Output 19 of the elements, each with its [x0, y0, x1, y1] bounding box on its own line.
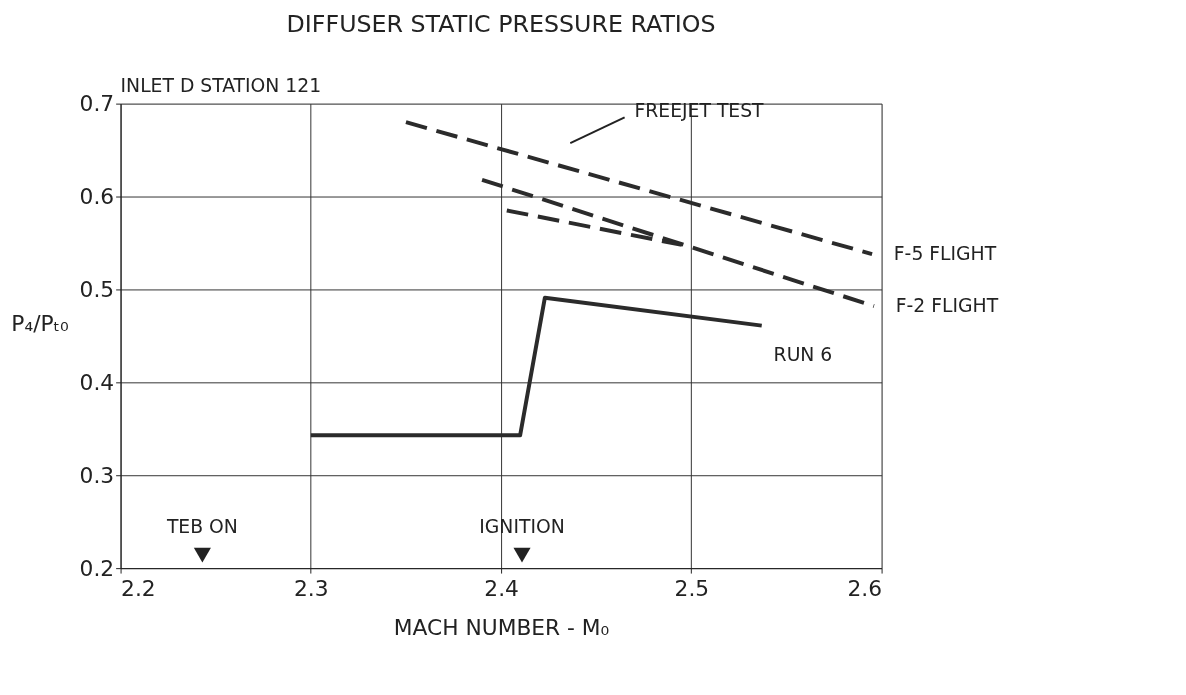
y-tick-label: 0.7 [79, 91, 115, 117]
x-tick-label: 2.5 [674, 576, 710, 602]
series-label: RUN 6 [773, 344, 833, 366]
y-tick-label: 0.4 [79, 369, 115, 395]
y-axis-title: P₄/Pₜ₀ [11, 311, 69, 337]
chart-subtitle: INLET D STATION 121 [120, 74, 322, 96]
series-label: F-5 FLIGHT [893, 243, 997, 265]
x-tick-label: 2.4 [484, 576, 519, 602]
x-tick-label: 2.6 [847, 576, 883, 602]
series-label: F-2 FLIGHT [895, 295, 999, 317]
x-axis-title: MACH NUMBER - M₀ [393, 614, 610, 640]
x-tick-label: 2.2 [121, 576, 156, 602]
chart-title: DIFFUSER STATIC PRESSURE RATIOS [286, 10, 716, 39]
y-tick-label: 0.3 [79, 462, 115, 488]
data-label: TEB ON [165, 516, 238, 538]
y-tick-label: 0.5 [79, 276, 115, 302]
x-tick-label: 2.3 [294, 576, 329, 602]
y-tick-label: 0.6 [79, 183, 115, 209]
y-tick-label: 0.2 [79, 555, 115, 581]
